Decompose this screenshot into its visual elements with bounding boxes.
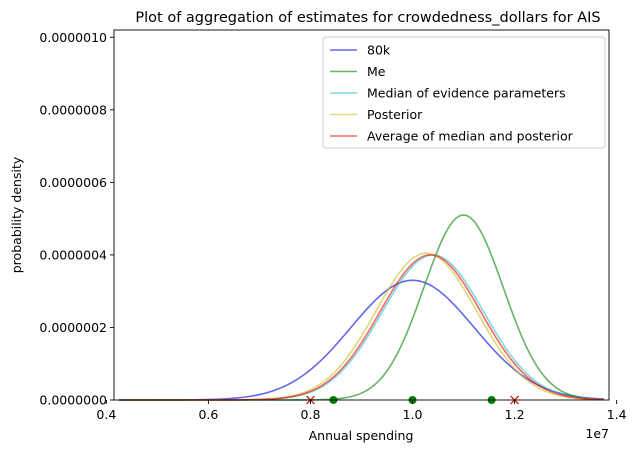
x-tick-label: 1.2 (505, 407, 525, 422)
legend-label-3: Posterior (367, 107, 423, 122)
legend-label-1: Me (367, 64, 386, 79)
legend-label-2: Median of evidence parameters (367, 86, 566, 101)
y-tick-label: 0.0000002 (39, 320, 107, 335)
plot-area: 0.4 0.6 0.8 1.0 1.2 1.4 0.0000000 0.0000002 0.00… (39, 29, 627, 422)
axes-frame (113, 29, 610, 401)
y-tick-label: 0.0000008 (39, 102, 107, 117)
legend-label-0: 80k (367, 43, 391, 58)
x-axis-offset-label: 1e7 (585, 426, 609, 441)
x-tick-label: 0.4 (96, 407, 116, 422)
x-tick-label: 0.8 (301, 407, 321, 422)
x-axis-label: Annual spending (309, 428, 414, 443)
x-tick-label: 0.6 (198, 407, 218, 422)
chart-title: Plot of aggregation of estimates for cro… (135, 10, 600, 26)
x-tick-label: 1.0 (403, 407, 423, 422)
x-tick-label: 1.4 (607, 407, 627, 422)
y-axis-label: probability density (9, 156, 24, 273)
legend-label-4: Average of median and posterior (367, 129, 574, 144)
y-tick-label: 0.0000000 (39, 393, 107, 408)
legend: 80k Me Median of evidence parameters Poster… (322, 36, 606, 149)
legend-box (322, 36, 606, 149)
y-tick-label: 0.0000010 (39, 30, 107, 45)
y-tick-label: 0.0000004 (39, 247, 107, 262)
y-tick-label: 0.0000006 (39, 175, 107, 190)
